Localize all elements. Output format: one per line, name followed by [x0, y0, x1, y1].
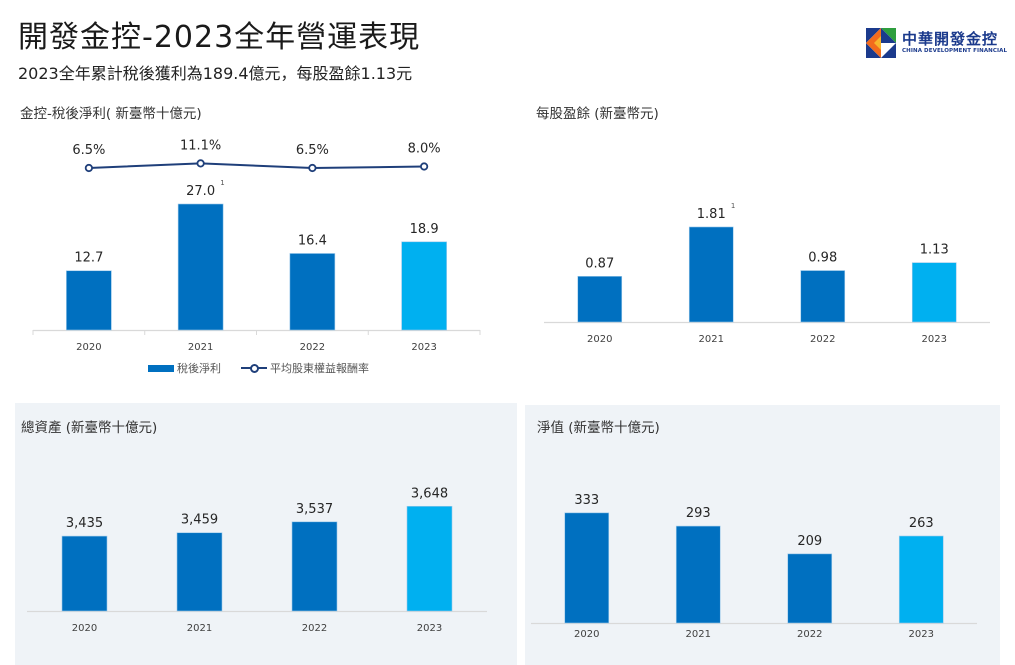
x-tick-label: 2020	[574, 629, 599, 640]
net-worth-panel: 淨值 (新臺幣十億元) 333 2020 293 2021 209 2022 263 2023	[525, 405, 1000, 665]
logo-mark-icon	[866, 28, 896, 58]
x-tick-label: 2022	[302, 623, 327, 634]
company-logo: 中華開發金控 CHINA DEVELOPMENT FINANCIAL	[866, 28, 1015, 60]
bar-2022	[787, 553, 833, 624]
eps-chart: 0.87 2020 1.81 1 2021 0.98 2022 1.13 2023	[544, 202, 990, 345]
bar-2020	[564, 512, 610, 624]
bar-value-label: 3,459	[181, 513, 218, 528]
bar-2023	[911, 262, 957, 323]
bar-2022	[291, 521, 338, 612]
total-assets-panel: 總資產 (新臺幣十億元) 3,435 2020 3,459 2021 3,537 2022…	[15, 403, 517, 665]
bar-2021	[177, 203, 224, 331]
bar-value-label: 0.87	[585, 256, 614, 271]
bar-2020	[61, 535, 108, 612]
bar-value-label: 333	[574, 493, 599, 508]
page-title: 開發金控-2023全年營運表現	[18, 20, 421, 55]
x-tick-label: 2023	[417, 623, 442, 634]
net-worth-chart-title: 淨值 (新臺幣十億元)	[537, 420, 660, 436]
bar-value-label: 18.9	[410, 222, 439, 237]
bar-value-label: 1.81	[697, 207, 726, 222]
bar-2023	[898, 535, 944, 624]
x-tick-label: 2022	[300, 342, 325, 353]
roe-point-2022	[308, 163, 317, 173]
x-tick-label: 2021	[187, 623, 212, 634]
bar-value-label: 209	[797, 534, 822, 549]
net-worth-chart: 333 2020 293 2021 209 2022 263 2023	[531, 493, 977, 640]
logo-name-cn: 中華開發金控	[902, 30, 999, 48]
bar-2021	[176, 532, 223, 612]
roe-point-2021	[196, 159, 205, 168]
x-tick-label: 2022	[810, 334, 835, 345]
bar-value-label: 3,435	[66, 516, 103, 531]
roe-point-2020	[84, 163, 93, 173]
footnote-marker: 1	[731, 202, 735, 210]
bar-value-label: 293	[686, 506, 711, 521]
roe-value-label: 11.1%	[180, 138, 221, 153]
roe-value-label: 6.5%	[296, 143, 329, 158]
bar-value-label: 0.98	[808, 251, 837, 266]
bar-2023	[401, 241, 447, 331]
bar-value-label: 3,537	[296, 502, 333, 517]
x-tick-label: 2020	[587, 334, 612, 345]
bar-value-label: 263	[909, 516, 934, 531]
net-income-chart-title: 金控-稅後淨利( 新臺幣十億元)	[20, 106, 202, 122]
x-tick-label: 2021	[699, 334, 724, 345]
x-tick-label: 2023	[922, 334, 947, 345]
x-tick-label: 2023	[411, 342, 436, 353]
bar-2023	[406, 505, 453, 612]
eps-panel: 每股盈餘 (新臺幣元) 0.87 2020 1.81 1 2021 0.98 2022 1.1…	[520, 95, 1015, 390]
legend-line-label: 平均股東權益報酬率	[270, 362, 369, 375]
legend-bar-label: 稅後淨利	[177, 362, 221, 375]
page-subtitle: 2023全年累計稅後獲利為189.4億元，每股盈餘1.13元	[18, 64, 413, 83]
eps-chart-title: 每股盈餘 (新臺幣元)	[536, 106, 659, 122]
logo-name-en: CHINA DEVELOPMENT FINANCIAL	[902, 48, 1008, 54]
roe-point-2023	[420, 162, 429, 171]
legend-line-swatch-icon	[241, 363, 267, 373]
bar-2021	[675, 525, 721, 624]
roe-value-label: 8.0%	[408, 142, 441, 157]
bar-value-label: 3,648	[411, 486, 448, 501]
x-tick-label: 2023	[909, 629, 934, 640]
x-tick-label: 2020	[76, 342, 101, 353]
roe-value-label: 6.5%	[72, 143, 105, 158]
bar-value-label: 27.0	[186, 184, 215, 199]
bar-2022	[800, 270, 846, 323]
net-income-panel: 金控-稅後淨利( 新臺幣十億元) 12.7 2020 27.0 1 2021 16.4 20…	[0, 95, 510, 390]
bar-value-label: 1.13	[920, 243, 949, 258]
footnote-marker: 1	[220, 179, 224, 187]
total-assets-chart: 3,435 2020 3,459 2021 3,537 2022 3,648 2023	[27, 486, 487, 634]
legend-bar-swatch	[148, 364, 174, 372]
net-income-legend: 稅後淨利 平均股東權益報酬率	[148, 360, 369, 376]
bar-2022	[289, 253, 336, 331]
x-tick-label: 2022	[797, 629, 822, 640]
x-tick-label: 2021	[686, 629, 711, 640]
bar-2021	[688, 226, 734, 323]
bar-value-label: 12.7	[74, 251, 103, 266]
roe-line	[88, 162, 425, 170]
net-income-chart: 12.7 2020 27.0 1 2021 16.4 2022 18.9 2023 6.5% 11.…	[32, 138, 481, 353]
bar-2020	[66, 270, 112, 331]
total-assets-chart-title: 總資產 (新臺幣十億元)	[21, 420, 158, 436]
x-tick-label: 2021	[188, 342, 213, 353]
bar-2020	[577, 276, 623, 323]
bar-value-label: 16.4	[298, 233, 327, 248]
x-tick-label: 2020	[72, 623, 97, 634]
